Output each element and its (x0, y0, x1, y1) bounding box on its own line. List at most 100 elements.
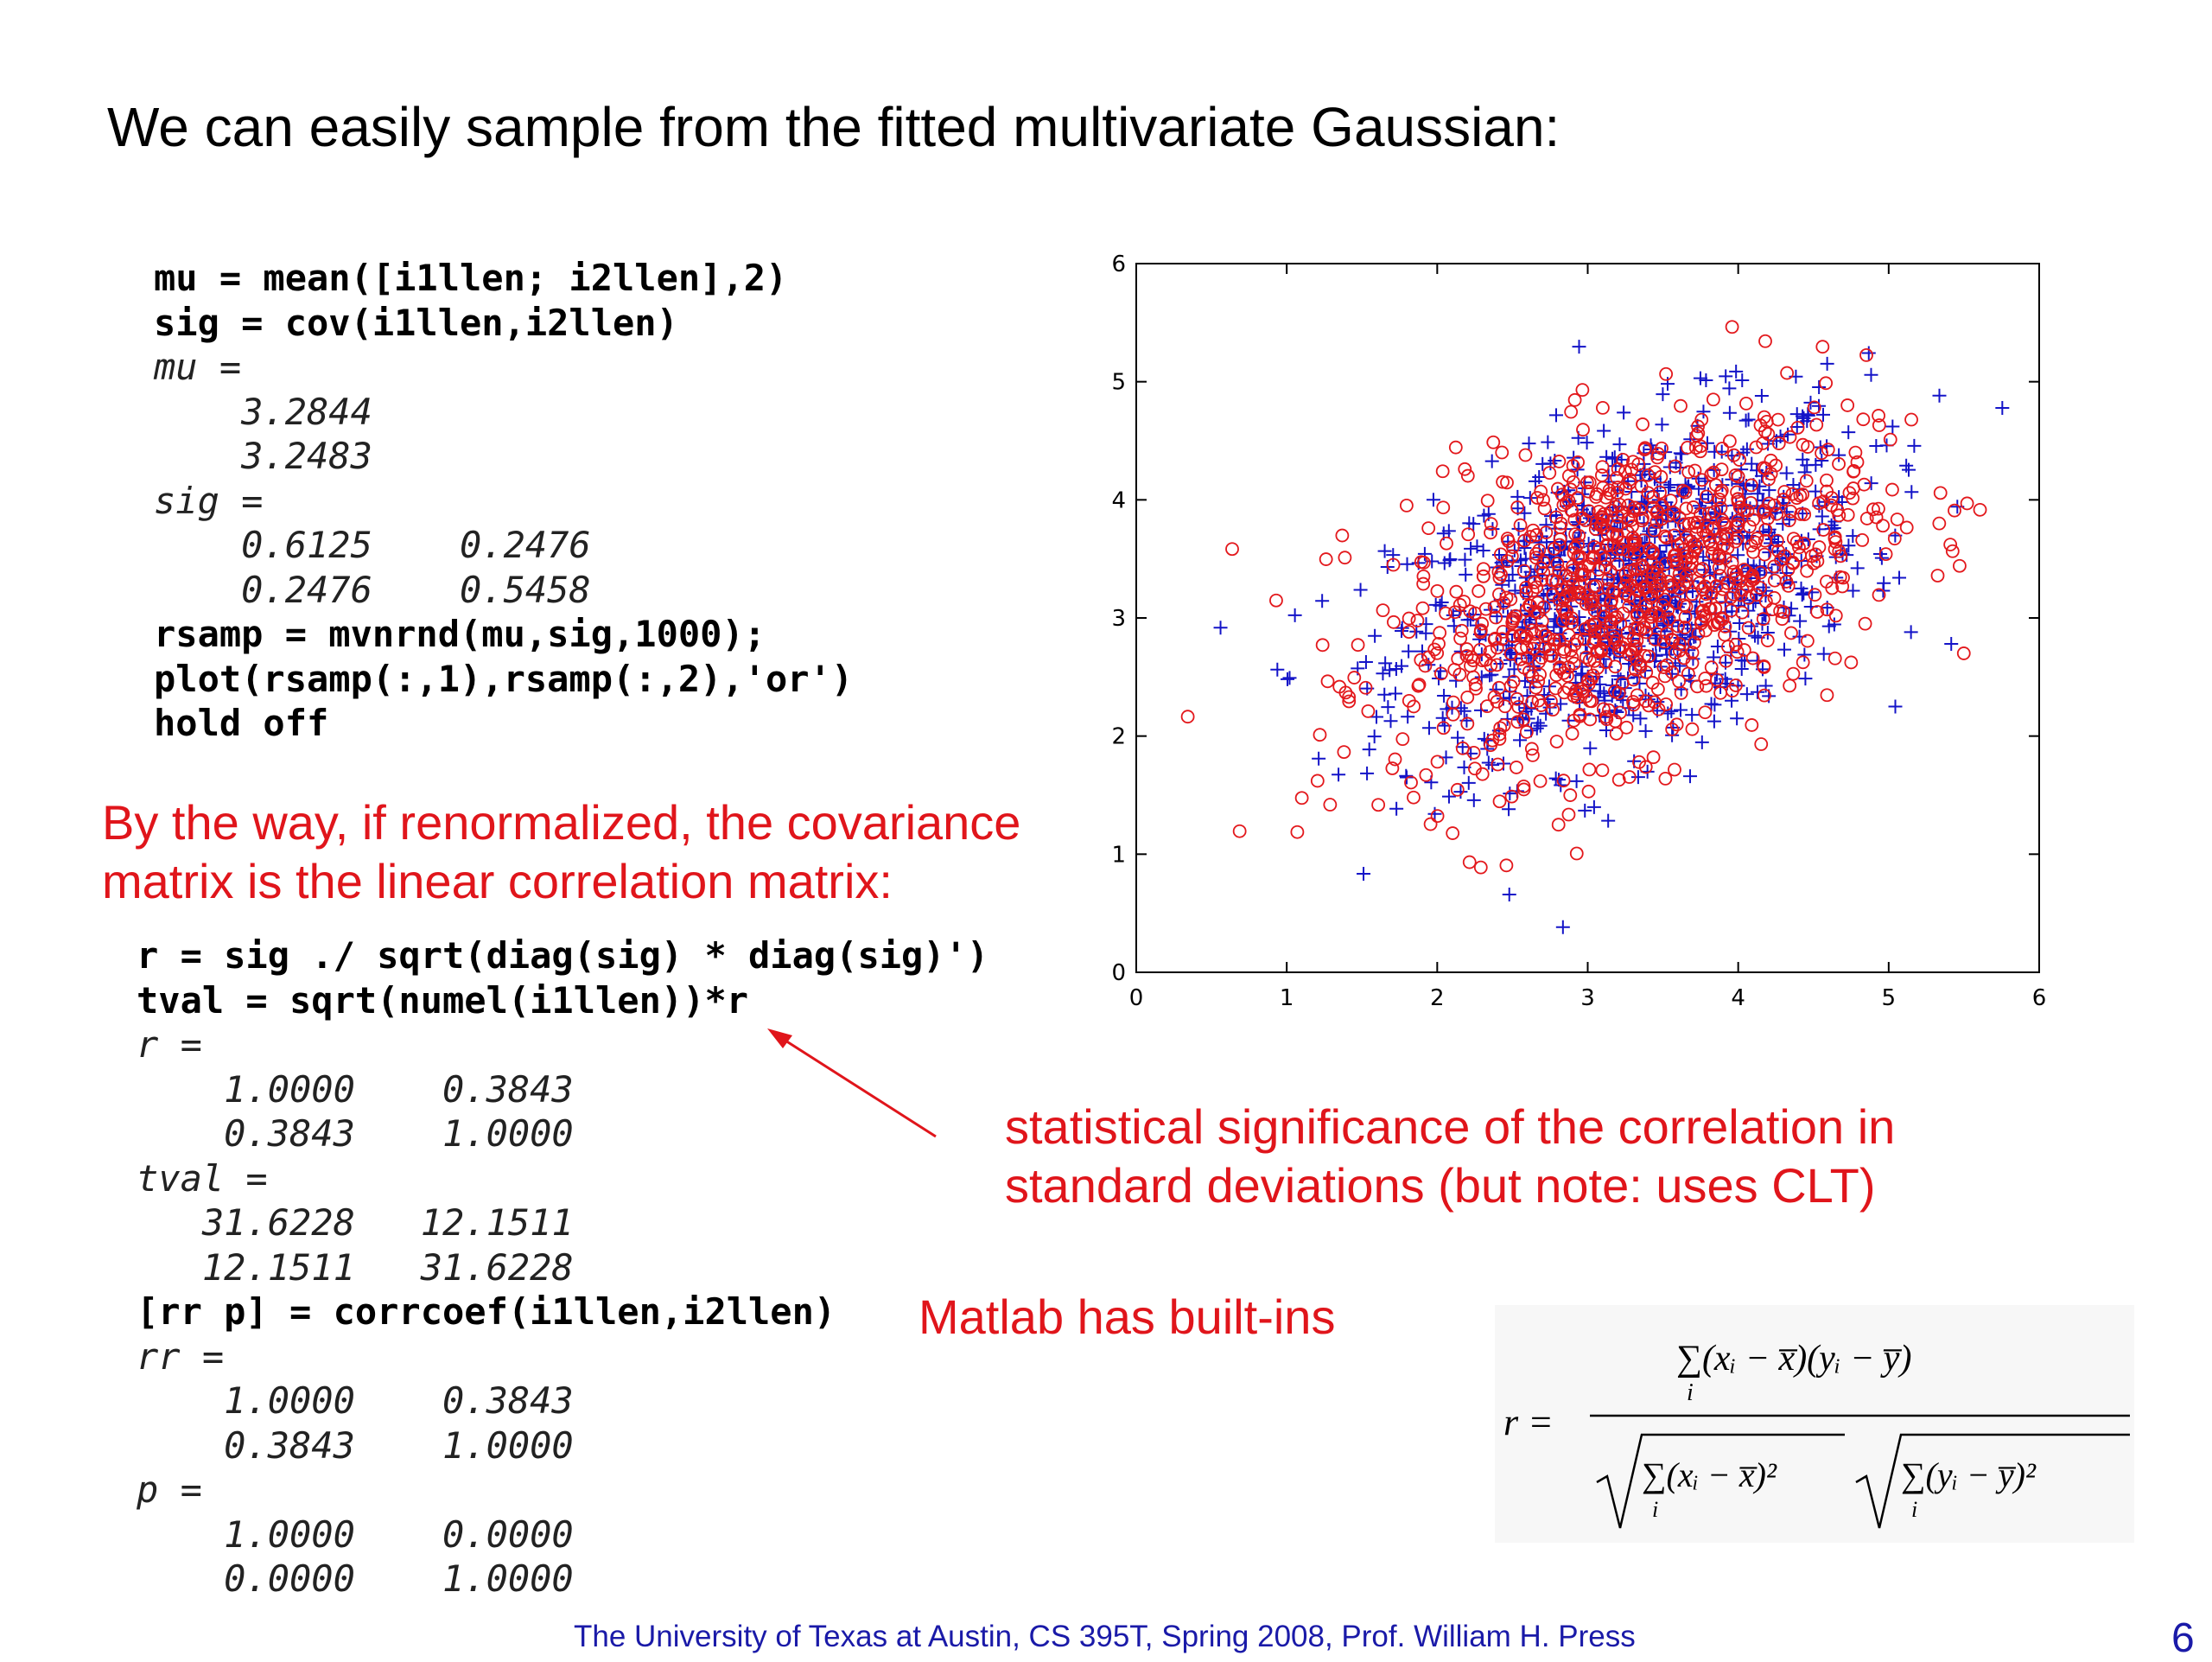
data-point-plus (1401, 710, 1415, 724)
data-point-circle (1681, 465, 1696, 480)
data-point-circle (1821, 443, 1835, 457)
data-point-circle (1480, 494, 1495, 508)
data-point-circle (1180, 710, 1195, 724)
data-point-circle (1694, 506, 1707, 521)
data-point-plus (1805, 585, 1820, 600)
slide-title: We can easily sample from the fitted mul… (107, 96, 1560, 158)
data-point-circle (1460, 468, 1475, 483)
data-point-circle (1574, 568, 1588, 583)
data-point-plus (1864, 476, 1878, 491)
code-fit-line: hold off (154, 702, 329, 744)
data-point-circle (1583, 712, 1598, 727)
data-point-circle (1493, 721, 1508, 735)
data-point-circle (1552, 564, 1567, 578)
data-point-circle (1454, 623, 1469, 638)
data-point-circle (1782, 513, 1796, 528)
data-point-circle (1808, 547, 1823, 562)
data-point-plus (1377, 544, 1392, 558)
data-point-circle (1605, 615, 1618, 629)
code-fit-line: sig = cov(i1llen,i2llen) (154, 301, 678, 344)
data-point-circle (1483, 645, 1497, 659)
data-point-circle (1552, 455, 1567, 468)
data-point-plus (1674, 703, 1688, 717)
data-point-circle (1468, 761, 1482, 776)
data-point-circle (1530, 491, 1545, 505)
data-point-plus (1458, 552, 1472, 567)
data-point-circle (1626, 455, 1640, 469)
data-point-circle (1626, 697, 1641, 712)
data-point-circle (1764, 467, 1778, 481)
data-point-circle (1638, 760, 1653, 774)
data-point-plus (1427, 806, 1442, 821)
data-point-circle (1358, 680, 1373, 695)
data-point-circle (1724, 603, 1738, 618)
data-point-circle (1615, 542, 1629, 557)
data-point-circle (1713, 569, 1727, 583)
data-point-plus (1738, 413, 1753, 428)
data-point-plus (1353, 583, 1368, 597)
data-point-circle (1835, 579, 1850, 594)
data-point-plus (1502, 802, 1516, 817)
data-point-circle (1290, 825, 1305, 839)
data-point-circle (1630, 608, 1644, 623)
data-point-circle (1859, 512, 1874, 525)
x-tick-label: 3 (1580, 985, 1595, 1011)
formula-lhs: r = (1503, 1401, 1554, 1443)
data-point-circle (1487, 600, 1502, 614)
data-point-circle (1770, 412, 1785, 427)
data-point-circle (1655, 512, 1669, 526)
data-point-plus (1547, 620, 1561, 634)
data-point-plus (1888, 699, 1903, 714)
data-point-circle (1735, 583, 1750, 597)
data-point-circle (1553, 660, 1567, 674)
data-point-circle (1796, 655, 1810, 670)
data-point-plus (1638, 723, 1653, 738)
data-point-plus (1932, 388, 1947, 403)
data-point-circle (1460, 716, 1475, 731)
data-point-circle (1592, 625, 1605, 639)
data-point-circle (1600, 527, 1615, 542)
data-point-circle (1953, 558, 1967, 573)
data-point-circle (1819, 376, 1834, 391)
data-point-circle (1790, 420, 1805, 435)
data-point-circle (1491, 564, 1506, 579)
data-point-circle (1546, 703, 1560, 717)
data-point-circle (1606, 630, 1621, 645)
data-point-circle (1887, 532, 1902, 546)
data-point-plus (1441, 789, 1456, 804)
data-point-circle (1786, 666, 1801, 681)
data-point-circle (1827, 651, 1842, 665)
data-point-circle (1499, 858, 1514, 873)
data-point-circle (1590, 487, 1605, 501)
data-point-circle (1495, 445, 1510, 460)
data-point-plus (1708, 495, 1723, 510)
data-point-plus (1784, 602, 1799, 616)
data-point-plus (1944, 636, 1959, 651)
data-point-circle (1505, 628, 1520, 643)
data-point-plus (1739, 687, 1754, 702)
data-point-circle (1758, 334, 1772, 348)
data-point-circle (1855, 533, 1870, 547)
data-point-circle (1833, 570, 1847, 584)
data-point-plus (1885, 419, 1900, 434)
data-point-circle (1885, 482, 1899, 497)
data-point-circle (1524, 742, 1539, 756)
data-point-circle (1536, 555, 1551, 570)
data-point-plus (1689, 595, 1704, 609)
data-point-circle (1587, 653, 1602, 668)
data-point-plus (1794, 581, 1808, 595)
data-point-circle (1531, 693, 1546, 708)
data-point-circle (1850, 455, 1865, 469)
data-point-circle (1513, 518, 1528, 532)
data-point-circle (1793, 488, 1808, 503)
data-point-circle (1688, 635, 1701, 650)
data-point-plus (1572, 340, 1586, 354)
data-point-circle (1784, 626, 1798, 640)
data-point-circle (1775, 612, 1789, 627)
data-point-circle (1714, 462, 1729, 477)
data-point-plus (1739, 442, 1754, 456)
data-point-plus (1532, 535, 1547, 550)
data-point-circle (1649, 605, 1663, 620)
data-point-plus (1902, 462, 1916, 477)
data-point-circle (1702, 533, 1717, 548)
